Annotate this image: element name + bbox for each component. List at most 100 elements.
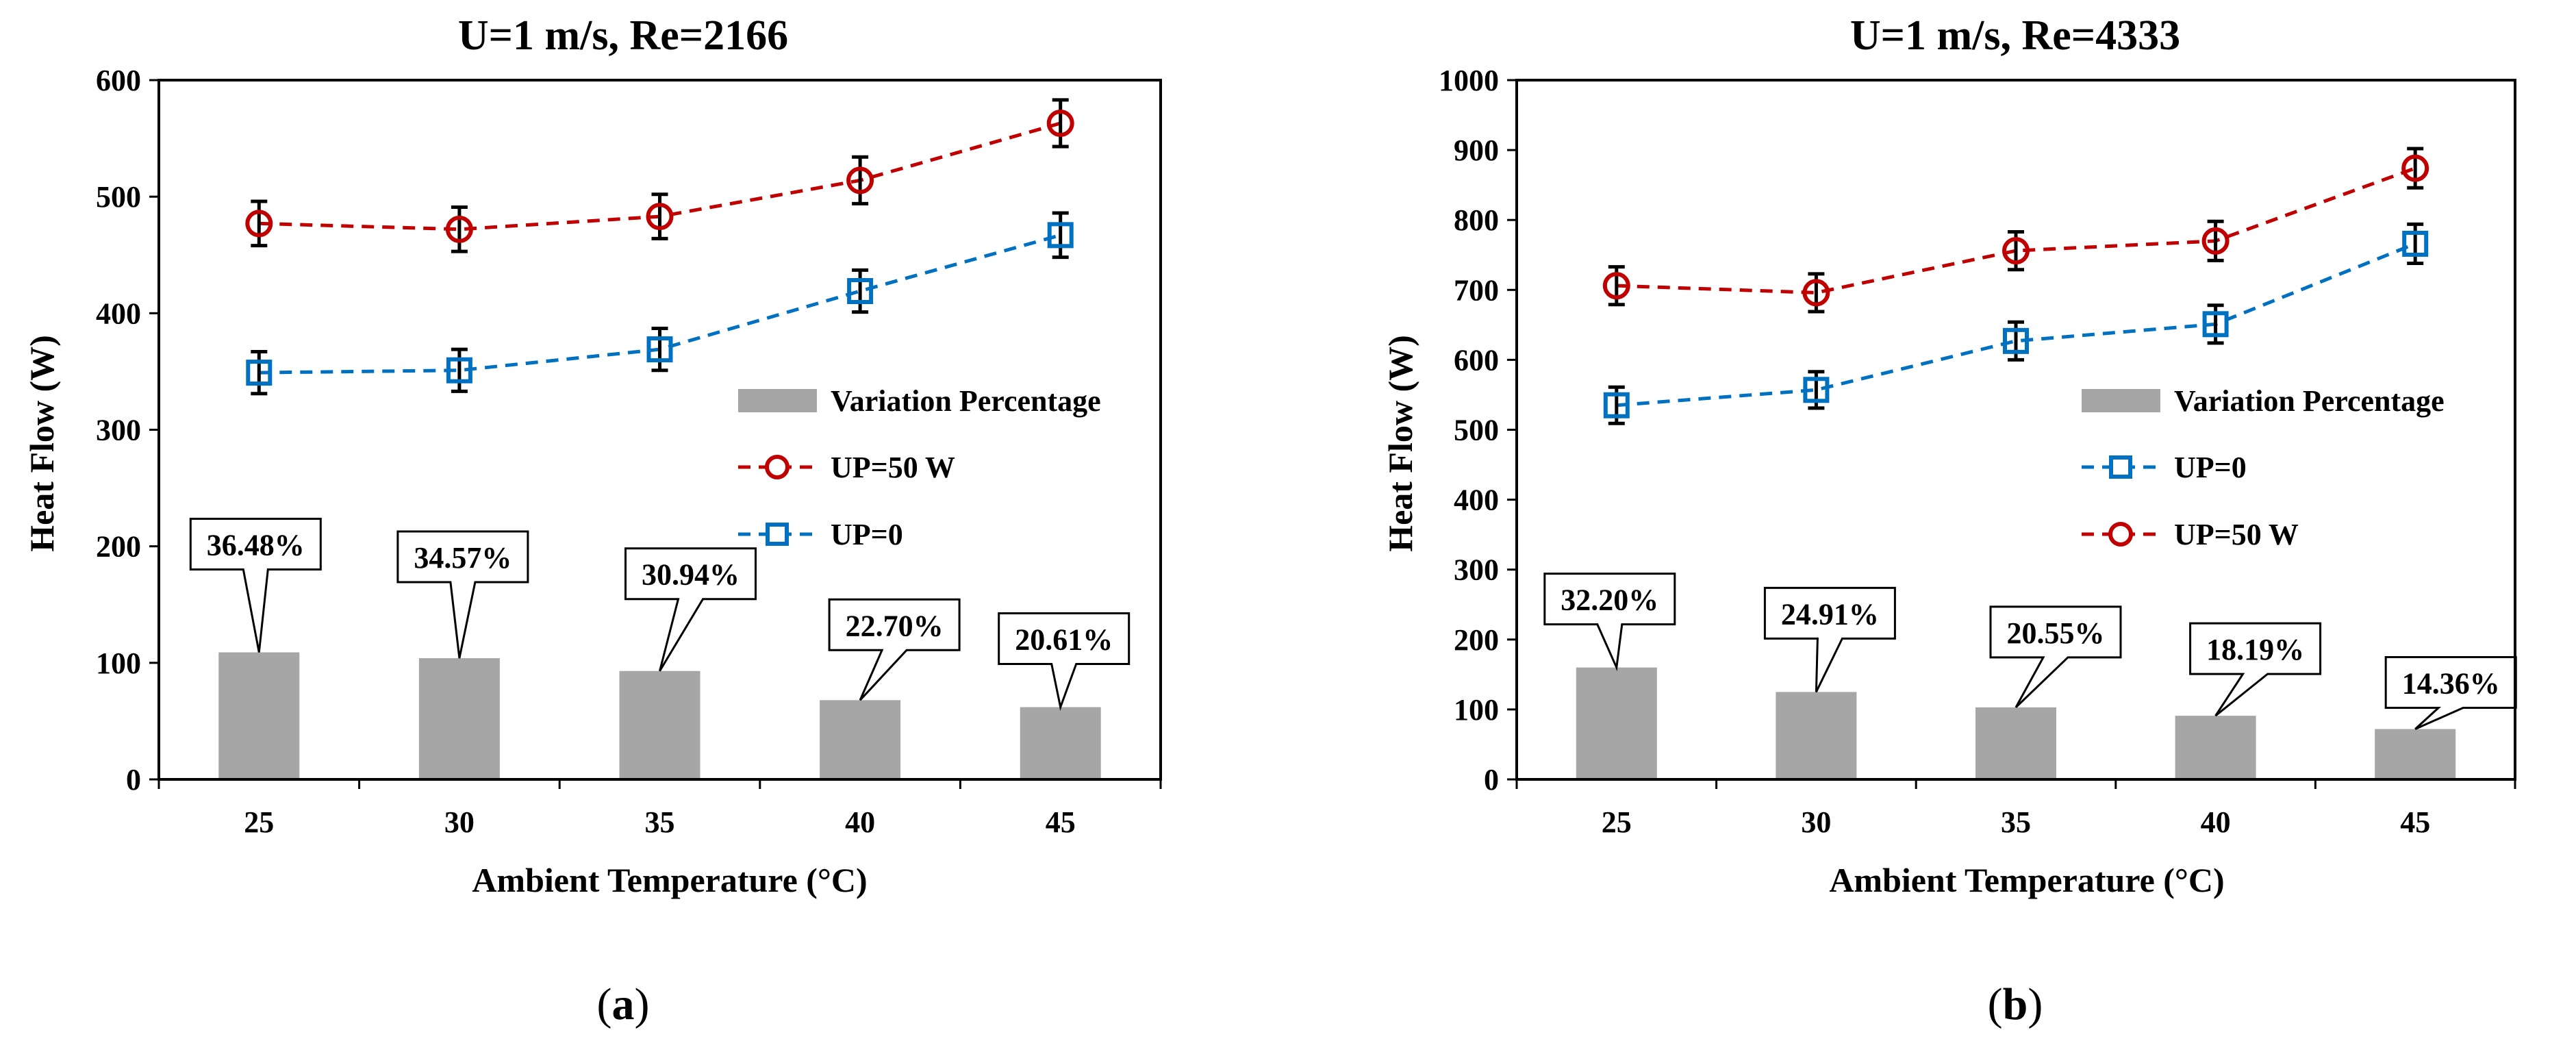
- bar-label-callout: [396, 530, 529, 659]
- y-tick-label: 1000: [1439, 64, 1499, 97]
- legend-marker-square: [2109, 455, 2132, 479]
- bar-label-callout: [624, 547, 757, 672]
- variation-bar: [1576, 667, 1657, 779]
- y-axis-label: Heat Flow (W): [23, 335, 61, 552]
- data-point-circle: [2401, 154, 2429, 182]
- y-tick-label: 200: [1454, 623, 1499, 657]
- plot-frame: [157, 79, 1162, 781]
- variation-bar: [1776, 692, 1857, 779]
- x-tick-label: 40: [2201, 805, 2231, 839]
- panel-label: (b): [1988, 979, 2043, 1029]
- bar-value-label: 20.61%: [1015, 623, 1113, 656]
- data-point-circle: [1046, 109, 1074, 137]
- bar-value-label: 14.36%: [2402, 666, 2500, 700]
- x-tick-label: 25: [244, 805, 274, 839]
- x-tick-label: 45: [1046, 805, 1076, 839]
- bar-value-label: 24.91%: [1781, 597, 1879, 631]
- variation-bar: [619, 670, 700, 779]
- series-line-0: [1616, 166, 2416, 294]
- data-point-square: [446, 357, 472, 384]
- bar-label-callout: [1543, 573, 1676, 672]
- x-tick-label: 40: [845, 805, 875, 839]
- panel-letter: a: [612, 979, 635, 1029]
- data-point-square: [1803, 377, 1830, 403]
- bar-value-label: 20.55%: [2007, 616, 2105, 650]
- legend-label: UP=0: [2174, 451, 2247, 484]
- y-tick-label: 100: [96, 647, 141, 680]
- legend-marker-square: [766, 523, 789, 546]
- x-axis-label: Ambient Temperature (°C): [472, 861, 867, 899]
- data-point-circle: [846, 166, 874, 195]
- bar-label-callout: [1763, 586, 1896, 693]
- data-point-square: [1047, 222, 1074, 249]
- y-tick-label: 100: [1454, 693, 1499, 727]
- variation-bar: [2375, 729, 2456, 779]
- y-tick-label: 900: [1454, 134, 1499, 167]
- data-point-circle: [646, 203, 674, 231]
- plot-frame: [1515, 79, 2516, 781]
- y-tick-label: 300: [96, 414, 141, 447]
- legend-swatch-bar: [738, 389, 817, 412]
- bar-value-label: 30.94%: [642, 558, 740, 592]
- x-axis-label: Ambient Temperature (°C): [1829, 861, 2224, 899]
- y-tick-label: 400: [1454, 484, 1499, 517]
- panel-letter: b: [2003, 979, 2028, 1029]
- y-tick-label: 400: [96, 297, 141, 330]
- legend-label: UP=0: [831, 518, 903, 551]
- data-point-circle: [2002, 237, 2030, 265]
- x-tick-label: 35: [645, 805, 675, 839]
- data-point-square: [646, 336, 673, 363]
- legend-label: UP=50 W: [831, 451, 955, 484]
- data-point-square: [1603, 392, 1630, 418]
- data-point-square: [2402, 230, 2429, 257]
- chart-panel-b: U=1 m/s, Re=4333 0 100 200 300 400 500 600 700 80…: [1381, 12, 2517, 1029]
- legend-marker-circle: [765, 455, 790, 479]
- x-tick-label: 30: [444, 805, 475, 839]
- legend-marker-circle: [2108, 522, 2133, 547]
- variation-bar: [820, 700, 901, 779]
- bar-label-callout: [189, 518, 322, 653]
- data-point-square: [246, 360, 273, 386]
- bar-value-label: 36.48%: [207, 529, 305, 562]
- data-point-square: [2003, 327, 2029, 354]
- bar-value-label: 22.70%: [846, 609, 944, 642]
- data-point-circle: [1802, 279, 1830, 307]
- panel-label: (a): [597, 979, 650, 1029]
- legend-label: UP=50 W: [2174, 518, 2299, 551]
- y-tick-label: 600: [96, 64, 141, 97]
- chart-panel-a: U=1 m/s, Re=2166 0 100 200 300 400 500 600 25 30 3…: [23, 12, 1162, 1029]
- bar-label-callout: [2189, 622, 2322, 717]
- data-point-circle: [245, 210, 273, 238]
- x-tick-label: 25: [1602, 805, 1632, 839]
- y-tick-label: 0: [1484, 763, 1499, 797]
- bar-value-label: 32.20%: [1561, 584, 1658, 617]
- variation-bar: [418, 658, 500, 779]
- legend-swatch-bar: [2082, 389, 2160, 412]
- legend-label: Variation Percentage: [2174, 384, 2445, 418]
- y-tick-label: 500: [1454, 414, 1499, 447]
- data-point-square: [2202, 311, 2229, 338]
- variation-bar: [2175, 716, 2256, 779]
- x-tick-label: 30: [1801, 805, 1831, 839]
- chart-title: U=1 m/s, Re=4333: [1850, 12, 2180, 59]
- x-tick-label: 45: [2400, 805, 2430, 839]
- variation-bar: [1975, 707, 2056, 779]
- x-tick-label: 35: [2001, 805, 2031, 839]
- variation-bar: [218, 652, 300, 779]
- data-point-square: [847, 278, 874, 305]
- data-point-circle: [445, 215, 473, 243]
- bar-label-callout: [998, 612, 1131, 711]
- y-tick-label: 500: [96, 180, 141, 214]
- chart-title: U=1 m/s, Re=2166: [458, 12, 788, 59]
- y-tick-label: 600: [1454, 343, 1499, 377]
- bar-value-label: 34.57%: [414, 541, 512, 575]
- y-tick-label: 700: [1454, 273, 1499, 307]
- variation-bar: [1020, 707, 1101, 779]
- data-point-circle: [1602, 272, 1630, 300]
- y-tick-label: 300: [1454, 553, 1499, 587]
- bar-value-label: 18.19%: [2206, 633, 2304, 666]
- legend-label: Variation Percentage: [831, 384, 1101, 418]
- y-tick-label: 200: [96, 530, 141, 564]
